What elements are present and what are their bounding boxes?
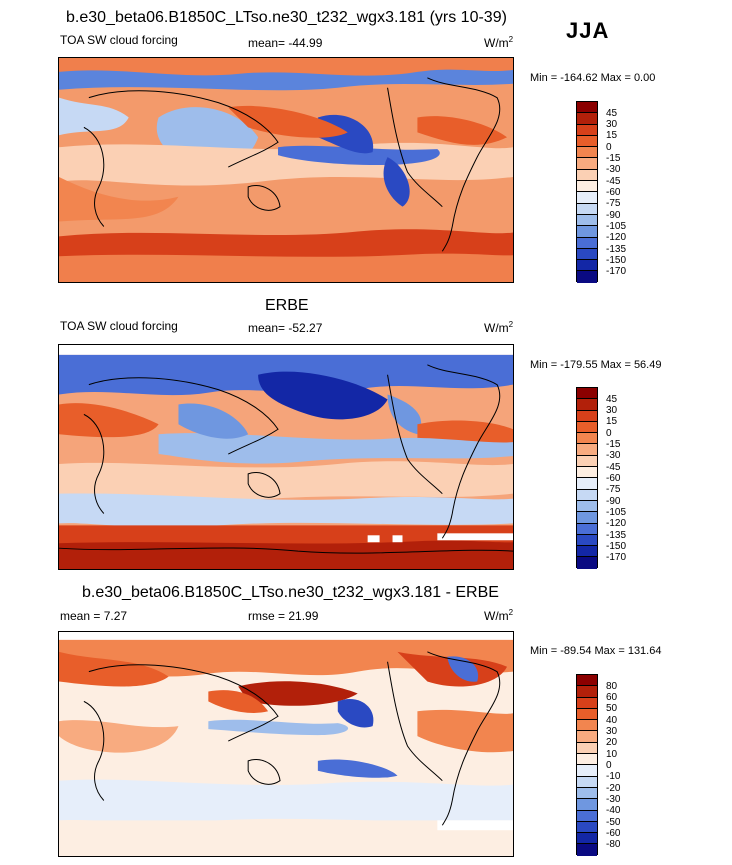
colorbar-tick-label: 30 xyxy=(606,119,618,130)
colorbar-tick-label: 80 xyxy=(606,681,618,692)
colorbar-tick-label: -40 xyxy=(606,805,621,816)
colorbar-tick-label: -60 xyxy=(606,828,621,839)
season-label: JJA xyxy=(566,18,610,43)
colorbar-tick-label: 30 xyxy=(606,726,618,737)
colorbar-tick-label: -30 xyxy=(606,164,621,175)
colorbar-tick-label: -75 xyxy=(606,198,621,209)
colorbar-tick-label: 45 xyxy=(606,108,618,119)
panel1-colorbar xyxy=(576,101,598,283)
colorbar-tick-label: -135 xyxy=(606,530,627,541)
panel3-units: W/m2 xyxy=(484,608,514,623)
panel2-contour-field xyxy=(59,345,513,569)
colorbar-tick-label: -15 xyxy=(606,439,621,450)
panel3-contour-field xyxy=(59,632,513,856)
colorbar-tick-label: -50 xyxy=(606,817,621,828)
panel1-contour-field xyxy=(59,58,513,282)
panel3-rmse-label: rmse = 21.99 xyxy=(248,609,319,623)
colorbar-tick-label: -60 xyxy=(606,473,621,484)
panel1-map xyxy=(58,57,514,283)
colorbar-tick-label: -15 xyxy=(606,153,621,164)
colorbar-tick-label: -105 xyxy=(606,507,627,518)
colorbar-tick-label: -80 xyxy=(606,839,621,850)
colorbar-tick-label: 15 xyxy=(606,130,618,141)
panel1-title: b.e30_beta06.B1850C_LTso.ne30_t232_wgx3.… xyxy=(66,9,507,26)
panel3-title: b.e30_beta06.B1850C_LTso.ne30_t232_wgx3.… xyxy=(82,584,499,601)
panel3-map xyxy=(58,631,514,857)
colorbar-tick-label: -10 xyxy=(606,771,621,782)
colorbar-tick-label: 30 xyxy=(606,405,618,416)
panel2-minmax: Min = -179.55 Max = 56.49 xyxy=(530,359,662,371)
colorbar-tick-label: -45 xyxy=(606,462,621,473)
colorbar-tick-label: -170 xyxy=(606,552,627,563)
colorbar-tick-label: -20 xyxy=(606,783,621,794)
colorbar-tick-label: 40 xyxy=(606,715,618,726)
panel2-colorbar xyxy=(576,387,598,569)
panel1-mean-label: mean= -44.99 xyxy=(248,36,323,50)
panel3-mean-label: mean = 7.27 xyxy=(60,609,128,623)
colorbar-tick-label: -60 xyxy=(606,187,621,198)
panel1-minmax: Min = -164.62 Max = 0.00 xyxy=(530,72,656,84)
colorbar-tick-label: -75 xyxy=(606,484,621,495)
colorbar-tick-label: 45 xyxy=(606,394,618,405)
colorbar-tick-label: -90 xyxy=(606,210,621,221)
panel2-mean-label: mean= -52.27 xyxy=(248,321,323,335)
panel2-title: ERBE xyxy=(265,297,309,314)
colorbar-tick-label: 60 xyxy=(606,692,618,703)
colorbar-tick-label: -120 xyxy=(606,518,627,529)
colorbar-tick-label: -45 xyxy=(606,176,621,187)
colorbar-tick-label: 10 xyxy=(606,749,618,760)
colorbar-tick-label: -150 xyxy=(606,541,627,552)
colorbar-tick-label: -120 xyxy=(606,232,627,243)
panel2-units: W/m2 xyxy=(484,320,514,335)
panel1-variable-label: TOA SW cloud forcing xyxy=(60,33,178,47)
colorbar-tick-label: 0 xyxy=(606,760,612,771)
colorbar-tick-label: 50 xyxy=(606,703,618,714)
panel2-variable-label: TOA SW cloud forcing xyxy=(60,319,178,333)
colorbar-tick-label: -105 xyxy=(606,221,627,232)
colorbar-tick-label: -170 xyxy=(606,266,627,277)
panel1-units: W/m2 xyxy=(484,35,514,50)
panel2-map xyxy=(58,344,514,570)
panel3-colorbar xyxy=(576,674,598,856)
colorbar-tick-label: -150 xyxy=(606,255,627,266)
colorbar-tick-label: -30 xyxy=(606,794,621,805)
colorbar-tick-label: 0 xyxy=(606,142,612,153)
colorbar-tick-label: 0 xyxy=(606,428,612,439)
colorbar-tick-label: -30 xyxy=(606,450,621,461)
colorbar-tick-label: 15 xyxy=(606,416,618,427)
colorbar-tick-label: -90 xyxy=(606,496,621,507)
colorbar-tick-label: -135 xyxy=(606,244,627,255)
panel3-minmax: Min = -89.54 Max = 131.64 xyxy=(530,645,662,657)
colorbar-tick-label: 20 xyxy=(606,737,618,748)
